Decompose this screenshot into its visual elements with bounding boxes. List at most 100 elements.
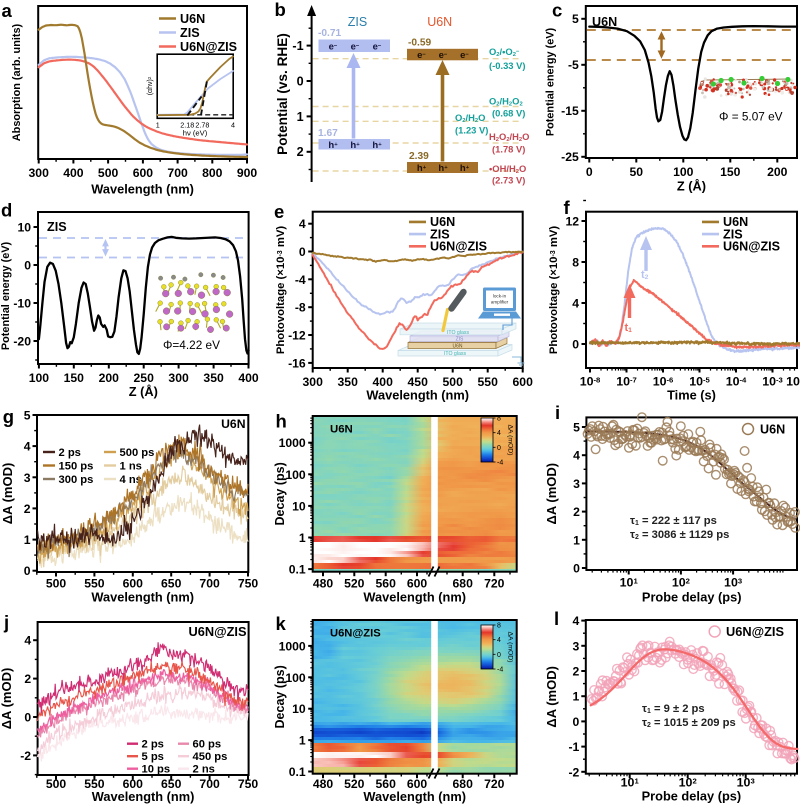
svg-text:200: 200 bbox=[767, 165, 788, 179]
svg-text:U6N: U6N bbox=[592, 15, 617, 29]
svg-text:Φ=4.22 eV: Φ=4.22 eV bbox=[163, 338, 220, 352]
svg-text:4: 4 bbox=[24, 634, 31, 648]
svg-text:103: 103 bbox=[737, 776, 755, 790]
svg-text:Time (s): Time (s) bbox=[667, 388, 716, 403]
svg-text:ΔA (mOD): ΔA (mOD) bbox=[507, 425, 514, 456]
svg-text:Probe delay (ps): Probe delay (ps) bbox=[642, 590, 742, 605]
svg-text:500 ps: 500 ps bbox=[120, 447, 155, 459]
svg-text:300: 300 bbox=[29, 166, 50, 180]
svg-text:450 ps: 450 ps bbox=[193, 751, 228, 763]
svg-text:2: 2 bbox=[573, 505, 580, 519]
svg-text:600: 600 bbox=[123, 577, 144, 591]
svg-text:ΔA (mOD): ΔA (mOD) bbox=[507, 632, 514, 663]
svg-text:ZIS: ZIS bbox=[47, 220, 67, 234]
svg-text:2 ps: 2 ps bbox=[59, 447, 81, 459]
svg-text:720: 720 bbox=[484, 577, 505, 591]
svg-text:50: 50 bbox=[630, 165, 644, 179]
svg-text:h+: h+ bbox=[460, 163, 470, 174]
svg-text:Probe delay (ps): Probe delay (ps) bbox=[642, 789, 742, 804]
svg-text:t1: t1 bbox=[625, 322, 633, 334]
svg-text:Decay (ps): Decay (ps) bbox=[273, 462, 287, 525]
svg-text:•OH/H2O: •OH/H2O bbox=[489, 163, 526, 175]
svg-text:4: 4 bbox=[231, 121, 235, 130]
svg-text:0: 0 bbox=[24, 564, 31, 578]
svg-text:900: 900 bbox=[237, 166, 258, 180]
svg-text:U6N: U6N bbox=[330, 424, 353, 436]
svg-text:3: 3 bbox=[573, 477, 580, 491]
svg-text:12: 12 bbox=[565, 215, 579, 229]
svg-text:480: 480 bbox=[313, 777, 334, 791]
svg-text:h+: h+ bbox=[328, 140, 338, 151]
svg-text:Decay (ps): Decay (ps) bbox=[273, 665, 287, 728]
svg-text:i: i bbox=[555, 402, 560, 423]
svg-text:h+: h+ bbox=[350, 140, 360, 151]
svg-text:U6N@ZIS: U6N@ZIS bbox=[189, 624, 247, 639]
svg-text:-4: -4 bbox=[295, 273, 306, 287]
svg-text:3: 3 bbox=[24, 471, 31, 485]
svg-text:150: 150 bbox=[64, 371, 85, 385]
svg-text:520: 520 bbox=[344, 577, 365, 591]
svg-text:2: 2 bbox=[24, 502, 31, 516]
svg-text:500: 500 bbox=[98, 166, 119, 180]
svg-text:0: 0 bbox=[586, 165, 593, 179]
svg-text:750: 750 bbox=[238, 777, 259, 791]
svg-text:-5: -5 bbox=[568, 58, 579, 72]
svg-text:-10: -10 bbox=[13, 297, 31, 311]
svg-text:g: g bbox=[3, 406, 14, 427]
svg-text:1000: 1000 bbox=[279, 639, 306, 653]
svg-text:e−: e− bbox=[351, 42, 360, 53]
svg-text:5: 5 bbox=[572, 12, 579, 26]
svg-text:650: 650 bbox=[161, 777, 182, 791]
svg-text:-20: -20 bbox=[13, 335, 31, 349]
svg-text:300: 300 bbox=[303, 375, 324, 389]
svg-text:102: 102 bbox=[672, 576, 690, 590]
svg-text:350: 350 bbox=[203, 371, 224, 385]
svg-text:0: 0 bbox=[573, 562, 580, 576]
svg-text:10 ps: 10 ps bbox=[142, 764, 171, 776]
svg-text:600: 600 bbox=[407, 777, 428, 791]
svg-text:U6N: U6N bbox=[430, 215, 455, 229]
svg-text:500: 500 bbox=[46, 577, 67, 591]
svg-text:U6N@ZIS: U6N@ZIS bbox=[180, 40, 237, 54]
svg-text:H2O2/H2O: H2O2/H2O bbox=[489, 131, 529, 143]
svg-text:(0.68 V): (0.68 V) bbox=[492, 108, 525, 119]
svg-text:500: 500 bbox=[46, 777, 67, 791]
svg-text:400: 400 bbox=[373, 375, 394, 389]
svg-text:-2: -2 bbox=[568, 765, 579, 779]
svg-text:0.1: 0.1 bbox=[289, 563, 306, 577]
svg-text:10: 10 bbox=[786, 375, 800, 389]
svg-text:150: 150 bbox=[720, 165, 741, 179]
svg-text:ΔA (mOD): ΔA (mOD) bbox=[0, 668, 14, 730]
svg-text:(αhν)2: (αhν)2 bbox=[147, 76, 154, 95]
svg-text:a: a bbox=[2, 0, 13, 21]
svg-text:1: 1 bbox=[156, 121, 160, 130]
svg-text:hν (eV): hν (eV) bbox=[183, 129, 208, 138]
svg-text:0.1: 0.1 bbox=[289, 765, 306, 779]
svg-text:ΔA (mOD): ΔA (mOD) bbox=[0, 463, 15, 525]
svg-text:600: 600 bbox=[407, 577, 428, 591]
svg-text:2: 2 bbox=[24, 672, 31, 686]
svg-text:Wavelength (nm): Wavelength (nm) bbox=[91, 590, 194, 605]
svg-text:10: 10 bbox=[292, 499, 306, 513]
svg-text:-25: -25 bbox=[561, 150, 579, 164]
svg-text:700: 700 bbox=[167, 166, 188, 180]
svg-text:-0.59: -0.59 bbox=[408, 38, 432, 49]
svg-text:Z (Å): Z (Å) bbox=[677, 179, 706, 194]
svg-text:2 ns: 2 ns bbox=[193, 764, 215, 776]
svg-text:h+: h+ bbox=[417, 163, 427, 174]
svg-text:150 ps: 150 ps bbox=[59, 461, 94, 473]
svg-text:5: 5 bbox=[573, 421, 580, 435]
svg-text:400: 400 bbox=[63, 166, 84, 180]
svg-text:Photovoltage (×10-3 mV): Photovoltage (×10-3 mV) bbox=[548, 226, 560, 355]
svg-text:-4: -4 bbox=[497, 667, 503, 674]
svg-text:ZIS: ZIS bbox=[456, 337, 464, 343]
svg-text:-1: -1 bbox=[568, 740, 579, 754]
svg-text:b: b bbox=[275, 0, 286, 20]
svg-text:650: 650 bbox=[161, 577, 182, 591]
svg-text:103: 103 bbox=[724, 576, 742, 590]
svg-text:100: 100 bbox=[285, 671, 306, 685]
svg-text:ΔA (mOD): ΔA (mOD) bbox=[544, 463, 559, 525]
svg-text:480: 480 bbox=[313, 577, 334, 591]
svg-text:U6N: U6N bbox=[221, 417, 245, 431]
svg-text:1: 1 bbox=[24, 533, 31, 547]
